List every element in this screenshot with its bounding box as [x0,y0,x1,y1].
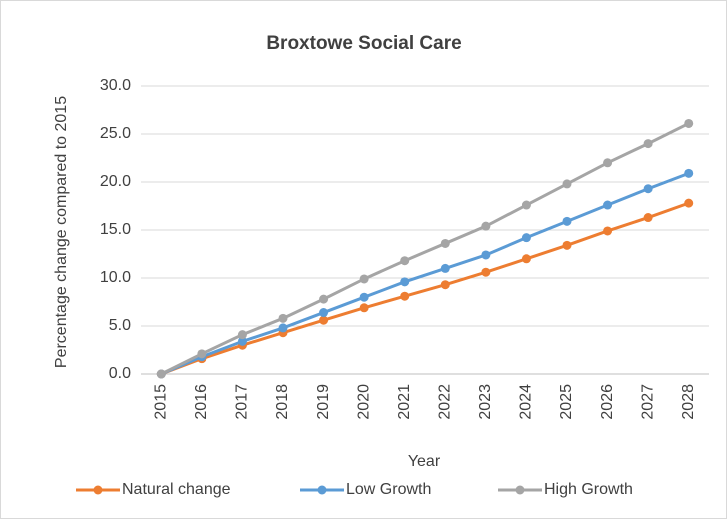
series-line [160,201,690,376]
y-tick-label: 25.0 [100,125,131,142]
point [562,240,572,250]
point [481,267,491,277]
point [278,313,288,323]
legend-marker [93,485,103,495]
point [521,254,531,264]
series-line [160,171,690,376]
y-tick-label: 15.0 [100,221,131,238]
legend-marker [317,485,327,495]
point [684,118,694,128]
point [400,291,410,301]
x-tick-label: 2015 [153,384,170,420]
x-tick-label: 2023 [477,384,494,420]
point [603,200,613,210]
point [440,280,450,290]
point [359,303,369,313]
y-tick-label: 0.0 [109,365,131,382]
y-tick-label: 30.0 [100,77,131,94]
x-tick-label: 2025 [558,384,575,420]
y-tick-label: 5.0 [109,317,131,334]
point [319,315,329,325]
point [237,330,247,340]
point [481,221,491,231]
legend-label: Low Growth [346,481,431,498]
x-tick-label: 2019 [315,384,332,420]
point [643,139,653,149]
point [521,200,531,210]
point [278,323,288,333]
point [319,294,329,304]
x-tick-label: 2028 [680,384,697,420]
x-tick-label: 2021 [396,384,413,420]
point [684,198,694,208]
point [400,277,410,287]
x-tick-label: 2018 [274,384,291,420]
point [319,308,329,318]
point [359,274,369,284]
x-tick-label: 2026 [599,384,616,420]
point [562,179,572,189]
y-tick-label: 20.0 [100,173,131,190]
x-tick-label: 2022 [437,384,454,420]
point [197,349,207,359]
point [603,226,613,236]
y-axis-label: Percentage change compared to 2015 [53,96,70,368]
point [603,158,613,168]
point [481,250,491,260]
legend-label: High Growth [544,481,633,498]
point [684,168,694,178]
legend-marker [515,485,525,495]
x-axis-label: Year [408,453,441,470]
x-tick-label: 2024 [518,384,535,420]
chart-title: Broxtowe Social Care [266,33,461,54]
series-line [160,122,690,376]
x-tick-label: 2027 [639,384,656,420]
point [643,184,653,194]
point [359,292,369,302]
y-tick-label: 10.0 [100,269,131,286]
point [237,336,247,346]
x-tick-label: 2020 [355,384,372,420]
point [521,233,531,243]
point [562,216,572,226]
x-tick-label: 2016 [193,384,210,420]
point [440,238,450,248]
legend-label: Natural change [122,481,231,498]
x-tick-label: 2017 [234,384,251,420]
point [156,369,166,379]
point [440,263,450,273]
point [400,256,410,266]
point [643,213,653,223]
